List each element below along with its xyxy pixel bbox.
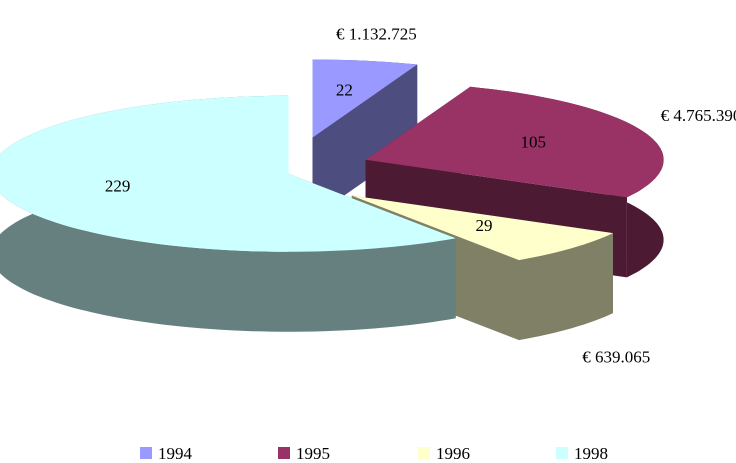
slice-label: € 639.065 — [582, 347, 650, 366]
slice-top — [312, 59, 418, 138]
legend-swatch — [278, 447, 290, 459]
slice — [312, 59, 418, 218]
slice-top — [365, 86, 664, 198]
value-label: 229 — [105, 176, 131, 195]
slice-top — [0, 95, 456, 252]
legend-label: 1994 — [158, 444, 193, 463]
legend-swatch — [556, 447, 568, 459]
legend-swatch — [140, 447, 152, 459]
legend-swatch — [418, 447, 430, 459]
value-label: 105 — [521, 132, 547, 151]
slice-label: € 4.765.390 — [661, 106, 736, 125]
slice — [0, 95, 456, 332]
slice-top — [351, 195, 613, 261]
legend-label: 1998 — [574, 444, 608, 463]
value-label: 22 — [336, 80, 353, 99]
value-label: 29 — [475, 216, 492, 235]
legend-label: 1995 — [296, 444, 330, 463]
legend-label: 1996 — [436, 444, 470, 463]
slice-wall — [519, 233, 613, 341]
slice-label: € 1.132.725 — [336, 24, 417, 43]
